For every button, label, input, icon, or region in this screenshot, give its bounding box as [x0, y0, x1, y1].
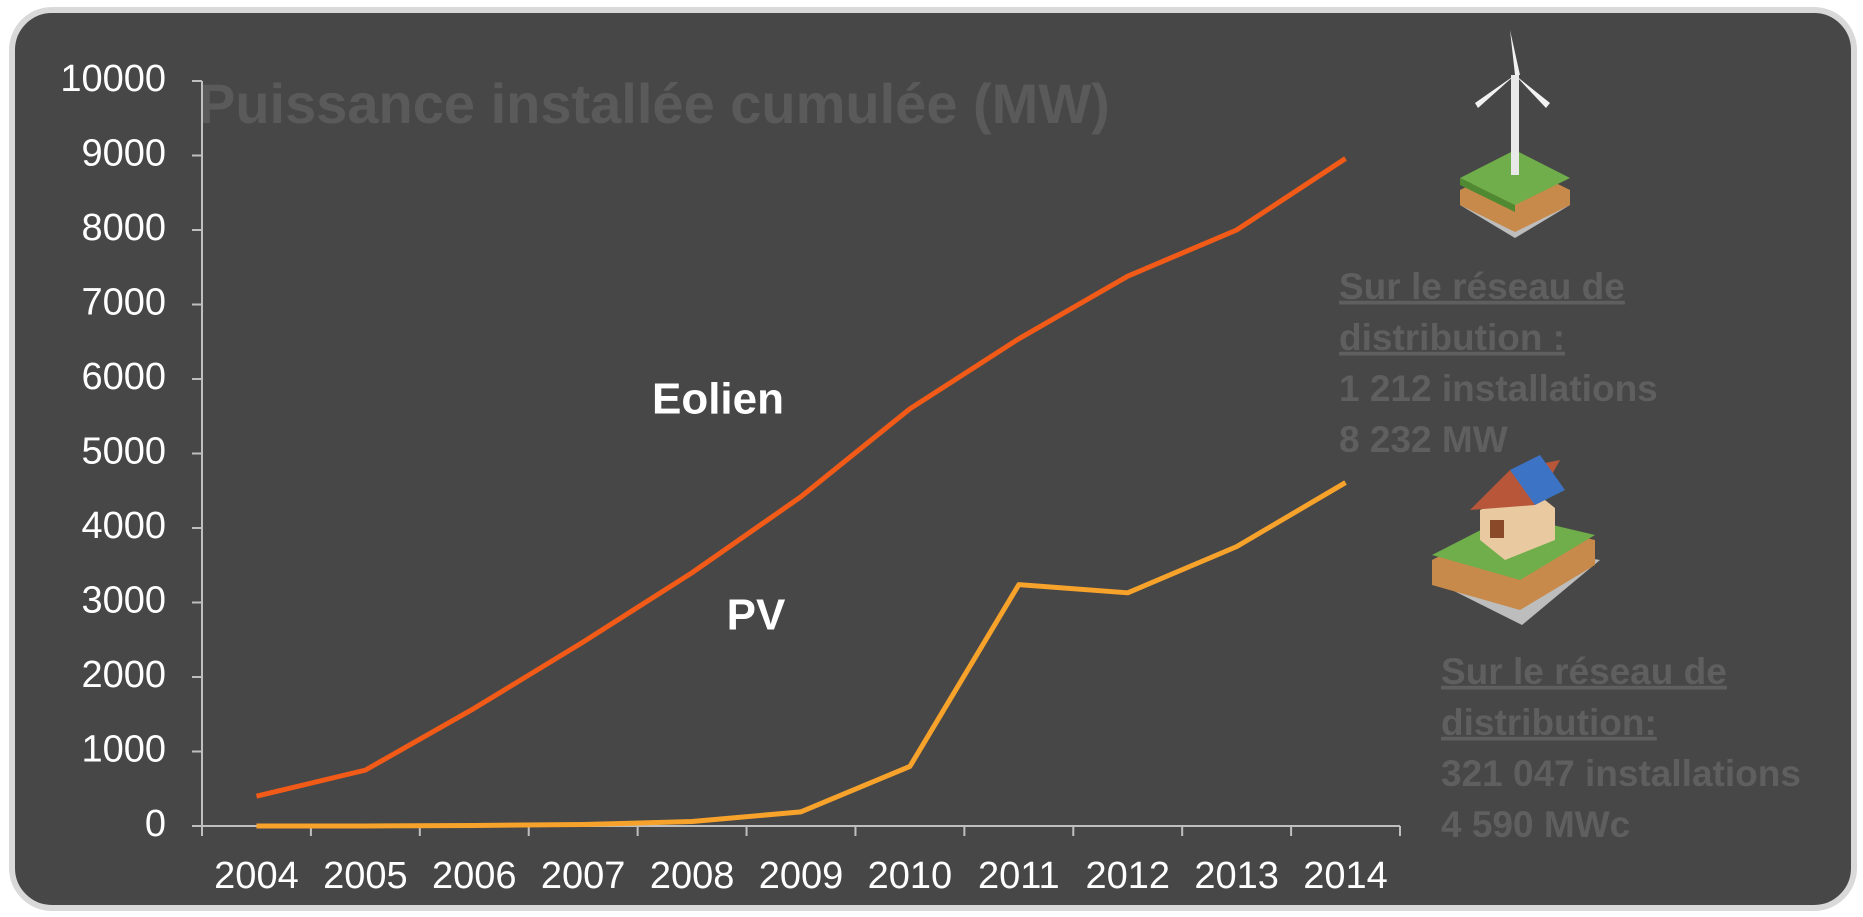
chart-title: Puissance installée cumulée (MW)	[198, 72, 1110, 135]
y-tick-label: 9000	[81, 133, 166, 175]
x-tick-label: 2010	[868, 855, 953, 897]
y-tick-label: 0	[145, 803, 166, 845]
y-tick-label: 1000	[81, 729, 166, 771]
y-tick-label: 7000	[81, 282, 166, 324]
annotation-line: 8 232 MW	[1339, 419, 1508, 460]
y-tick-label: 2000	[81, 654, 166, 696]
annotation-line: 321 047 installations	[1441, 753, 1801, 794]
x-tick-label: 2013	[1194, 855, 1279, 897]
y-tick-label: 4000	[81, 505, 166, 547]
x-tick-label: 2006	[432, 855, 517, 897]
x-tick-label: 2011	[978, 855, 1060, 897]
x-tick-label: 2008	[650, 855, 735, 897]
page: {"chart_data": {"type": "line", "title":…	[0, 0, 1863, 917]
x-tick-label: 2014	[1303, 855, 1388, 897]
x-tick-label: 2012	[1085, 855, 1170, 897]
y-tick-label: 8000	[81, 207, 166, 249]
y-tick-label: 10000	[60, 58, 166, 100]
y-tick-label: 6000	[81, 356, 166, 398]
annotation-line: Sur le réseau de	[1441, 651, 1727, 692]
series-label: Eolien	[652, 375, 784, 424]
annotation-line: Sur le réseau de	[1339, 266, 1625, 307]
annotation-line: distribution :	[1339, 317, 1565, 358]
y-tick-label: 5000	[81, 431, 166, 473]
chart: Puissance installée cumulée (MW) 0 1000 20…	[0, 0, 1863, 917]
x-tick-label: 2005	[323, 855, 408, 897]
x-tick-label: 2007	[541, 855, 626, 897]
annotation-line: 4 590 MWc	[1441, 804, 1630, 845]
annotation-line: 1 212 installations	[1339, 368, 1658, 409]
series-label: PV	[727, 591, 786, 640]
x-tick-label: 2004	[214, 855, 299, 897]
x-tick-label: 2009	[759, 855, 844, 897]
annotation-line: distribution:	[1441, 702, 1657, 743]
y-tick-label: 3000	[81, 580, 166, 622]
